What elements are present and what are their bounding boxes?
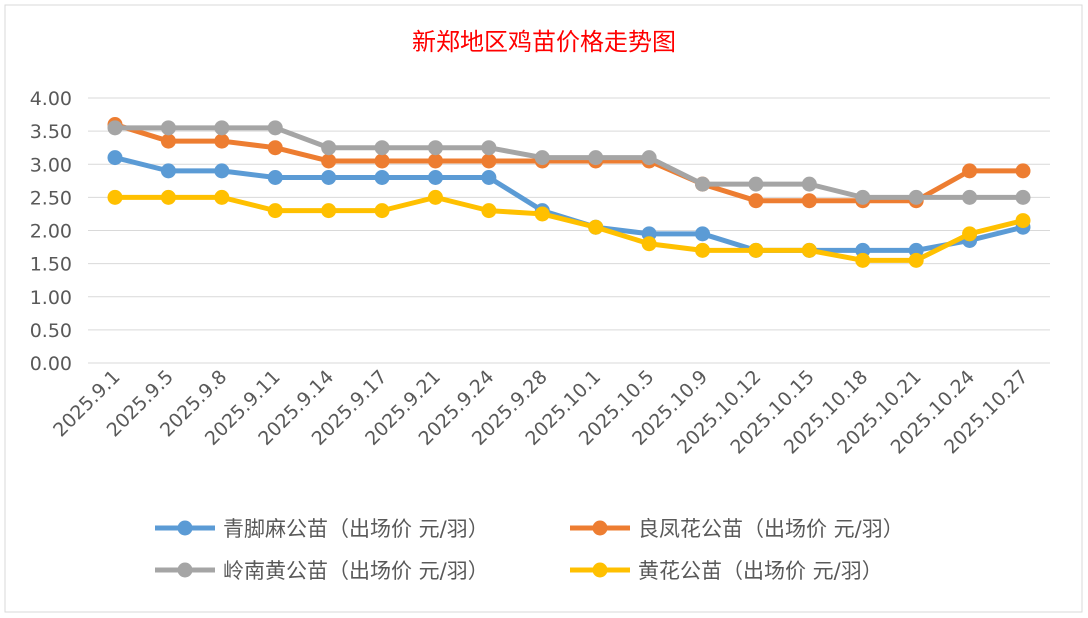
data-point [321,153,337,169]
data-point [107,120,123,136]
data-point [641,150,657,166]
data-point [321,203,337,219]
data-point [748,193,764,209]
data-point [962,163,978,179]
y-tick-label: 1.00 [30,287,72,309]
y-tick-label: 3.50 [30,121,72,143]
data-point [427,170,443,185]
data-point [855,189,871,205]
data-point [801,193,817,209]
data-point [695,226,711,242]
y-tick-label: 4.00 [30,88,72,110]
data-point [908,189,924,205]
data-point [374,153,390,169]
data-point [214,163,230,179]
data-point [374,170,390,185]
legend-marker [592,562,608,578]
data-point [160,120,176,136]
data-point [160,163,176,179]
data-point [641,236,657,252]
legend-marker [592,520,608,536]
data-point [962,226,978,242]
legend-label: 黄花公苗（出场价 元/羽） [638,559,883,583]
data-point [107,189,123,205]
data-point [214,189,230,205]
y-tick-label: 2.00 [30,221,72,243]
data-point [481,153,497,169]
data-point [481,203,497,219]
data-point [748,176,764,192]
data-point [160,189,176,205]
data-point [481,170,497,185]
data-point [695,176,711,192]
data-point [214,133,230,149]
data-point [801,242,817,258]
y-tick-label: 0.00 [30,353,72,375]
data-point [481,140,497,156]
y-tick-label: 0.50 [30,320,72,342]
legend-label: 良凤花公苗（出场价 元/羽） [638,517,904,541]
data-point [160,133,176,149]
data-point [962,189,978,205]
y-tick-label: 3.00 [30,154,72,176]
data-point [855,252,871,268]
legend-marker [177,520,193,536]
data-point [695,242,711,258]
data-point [321,170,337,185]
data-point [374,140,390,156]
y-tick-label: 1.50 [30,254,72,276]
data-point [1015,213,1031,229]
legend-label: 岭南黄公苗（出场价 元/羽） [223,559,489,583]
chart-border [4,4,1083,613]
legend-marker [177,562,193,578]
data-point [908,252,924,268]
series-line [115,194,1024,263]
data-point [267,140,283,156]
data-point [1015,189,1031,205]
data-point [534,206,550,222]
data-point [427,153,443,169]
data-point [427,140,443,156]
data-point [748,242,764,258]
legend-label: 青脚麻公苗（出场价 元/羽） [223,517,489,541]
series-line [114,122,1023,204]
data-point [267,170,283,185]
data-point [1015,163,1031,179]
data-point [267,120,283,136]
data-point [427,189,443,205]
data-point [588,150,604,166]
chart-title: 新郑地区鸡苗价格走势图 [412,28,676,56]
data-point [321,140,337,156]
data-point [588,219,604,235]
data-point [267,203,283,219]
data-point [214,120,230,136]
data-point [107,150,123,166]
data-point [534,150,550,166]
y-tick-label: 2.50 [30,187,72,209]
data-point [374,203,390,219]
data-point [801,176,817,192]
series-line [115,125,1023,200]
